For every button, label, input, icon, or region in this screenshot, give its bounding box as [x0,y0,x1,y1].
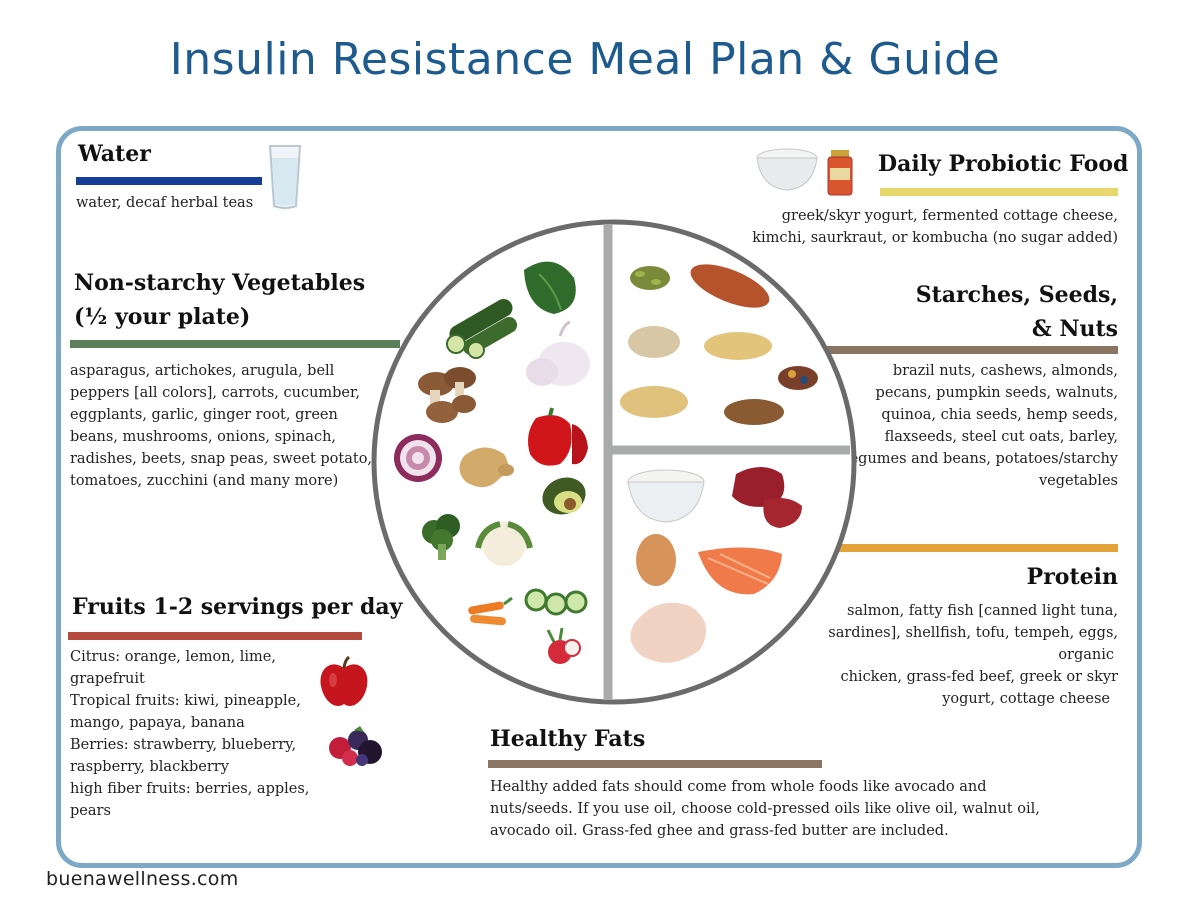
fruits-line: high fiber fruits: berries, apples, [70,781,310,797]
spinach-icon [524,261,576,314]
cucumber-icon [524,588,588,616]
cashews-icon [704,332,772,360]
fats-bar [488,760,822,768]
red-onion-icon [394,434,442,482]
protein-line: yogurt, cottage cheese [942,691,1110,707]
vegetables-line: radishes, beets, snap peas, sweet potato… [70,451,373,467]
yogurt-icon [627,469,705,523]
carrot-icon [468,596,513,626]
fruits-line: Tropical fruits: kiwi, pineapple, [70,693,301,709]
vegetables-line: peppers [all colors], carrots, cucumber, [70,385,360,401]
vegetables-text: asparagus, artichokes, arugula, bell pep… [70,360,372,492]
starches-line: vegetables [1038,473,1118,489]
ginger-icon [459,447,514,488]
lentils-icon [724,399,784,425]
starches-line: quinoa, chia seeds, hemp seeds, [881,407,1118,423]
protein-line: organic [1058,647,1114,663]
apple-icon [320,656,368,706]
fruits-line: Citrus: orange, lemon, lime, [70,649,276,665]
vegetables-bar [70,340,400,348]
starches-heading: Starches, Seeds, & Nuts [820,278,1118,346]
fruits-line: mango, papaya, banana [70,715,245,731]
zucchini-icon [446,299,518,359]
vegetables-line: eggplants, garlic, ginger root, green [70,407,338,423]
probiotic-bar [880,188,1118,196]
vegetables-line: asparagus, artichokes, arugula, bell [70,363,335,379]
water-text: water, decaf herbal teas [76,195,254,211]
fats-line: nuts/seeds. If you use oil, choose cold-… [490,801,1040,817]
vegetables-heading-line: (½ your plate) [74,304,251,330]
water-heading: Water [78,141,151,167]
fruits-line: pears [70,803,111,819]
protein-heading: Protein [1026,564,1118,590]
fruits-line: grapefruit [70,671,145,687]
mushroom-icon [418,367,476,423]
page-title: Insulin Resistance Meal Plan & Guide [169,34,1001,85]
starches-line: flaxseeds, steel cut oats, barley, [884,429,1118,445]
sweet-potato-icon [690,264,770,308]
cauliflower-icon [475,521,533,566]
protein-bar [836,544,1118,552]
red-pepper-icon [528,407,588,466]
probiotic-text: greek/skyr yogurt, fermented cottage che… [700,205,1118,249]
plate-diagram [371,219,857,705]
kimchi-jar-icon [827,150,853,196]
guide-frame [56,126,1142,868]
mixed-nuts-icon [778,366,818,390]
starches-line: pecans, pumpkin seeds, walnuts, [875,385,1118,401]
water-glass-icon [268,145,302,209]
fats-line: avocado oil. Grass-fed ghee and grass-fe… [490,823,949,839]
chickpeas-icon [620,386,688,418]
quinoa-icon [628,326,680,358]
vegetables-heading-line: Non-starchy Vegetables [74,270,366,296]
vegetables-line: beans, mushrooms, onions, spinach, [70,429,337,445]
probiotic-heading: Daily Probiotic Food [878,151,1129,177]
website-footer[interactable]: buenawellness.com [46,868,239,890]
salmon-icon [698,547,782,595]
fruits-line: raspberry, blackberry [70,759,229,775]
protein-line: sardines], shellfish, tofu, tempeh, eggs… [828,625,1118,641]
avocado-icon [542,477,586,515]
starches-bar [826,346,1118,354]
fruits-text: Citrus: orange, lemon, lime, grapefruit … [70,646,309,822]
starches-heading-line: Starches, Seeds, [915,282,1118,308]
radish-icon [546,627,581,664]
probiotic-line: kimchi, saurkraut, or kombucha (no sugar… [752,230,1118,246]
fats-text: Healthy added fats should come from whol… [490,776,1040,842]
plate-outline [371,219,857,705]
starches-line: legumes and beans, potatoes/starchy [844,451,1118,467]
pumpkin-seeds-icon [630,266,670,290]
starches-line: brazil nuts, cashews, almonds, [892,363,1118,379]
garlic-icon [526,320,590,386]
fats-heading: Healthy Fats [490,726,646,752]
fruits-bar [68,632,362,640]
probiotic-line: greek/skyr yogurt, fermented cottage che… [781,208,1118,224]
starches-text: brazil nuts, cashews, almonds, pecans, p… [818,360,1118,492]
egg-icon [636,534,676,586]
chicken-icon [630,602,707,663]
fruits-heading: Fruits 1-2 servings per day [72,594,403,620]
protein-line: salmon, fatty fish [canned light tuna, [847,603,1118,619]
yogurt-bowl-icon [756,148,818,191]
fats-line: Healthy added fats should come from whol… [490,779,987,795]
vegetables-heading: Non-starchy Vegetables (½ your plate) [74,266,365,334]
vegetables-line: tomatoes, zucchini (and many more) [70,473,339,489]
starches-heading-line: & Nuts [1031,316,1118,342]
beef-icon [732,467,802,528]
broccoli-icon [422,514,460,560]
protein-line: chicken, grass-fed beef, greek or skyr [840,669,1118,685]
fruits-line: Berries: strawberry, blueberry, [70,737,297,753]
mixed-berries-icon [329,726,382,766]
water-bar [76,177,262,185]
protein-text: salmon, fatty fish [canned light tuna, s… [800,600,1118,710]
